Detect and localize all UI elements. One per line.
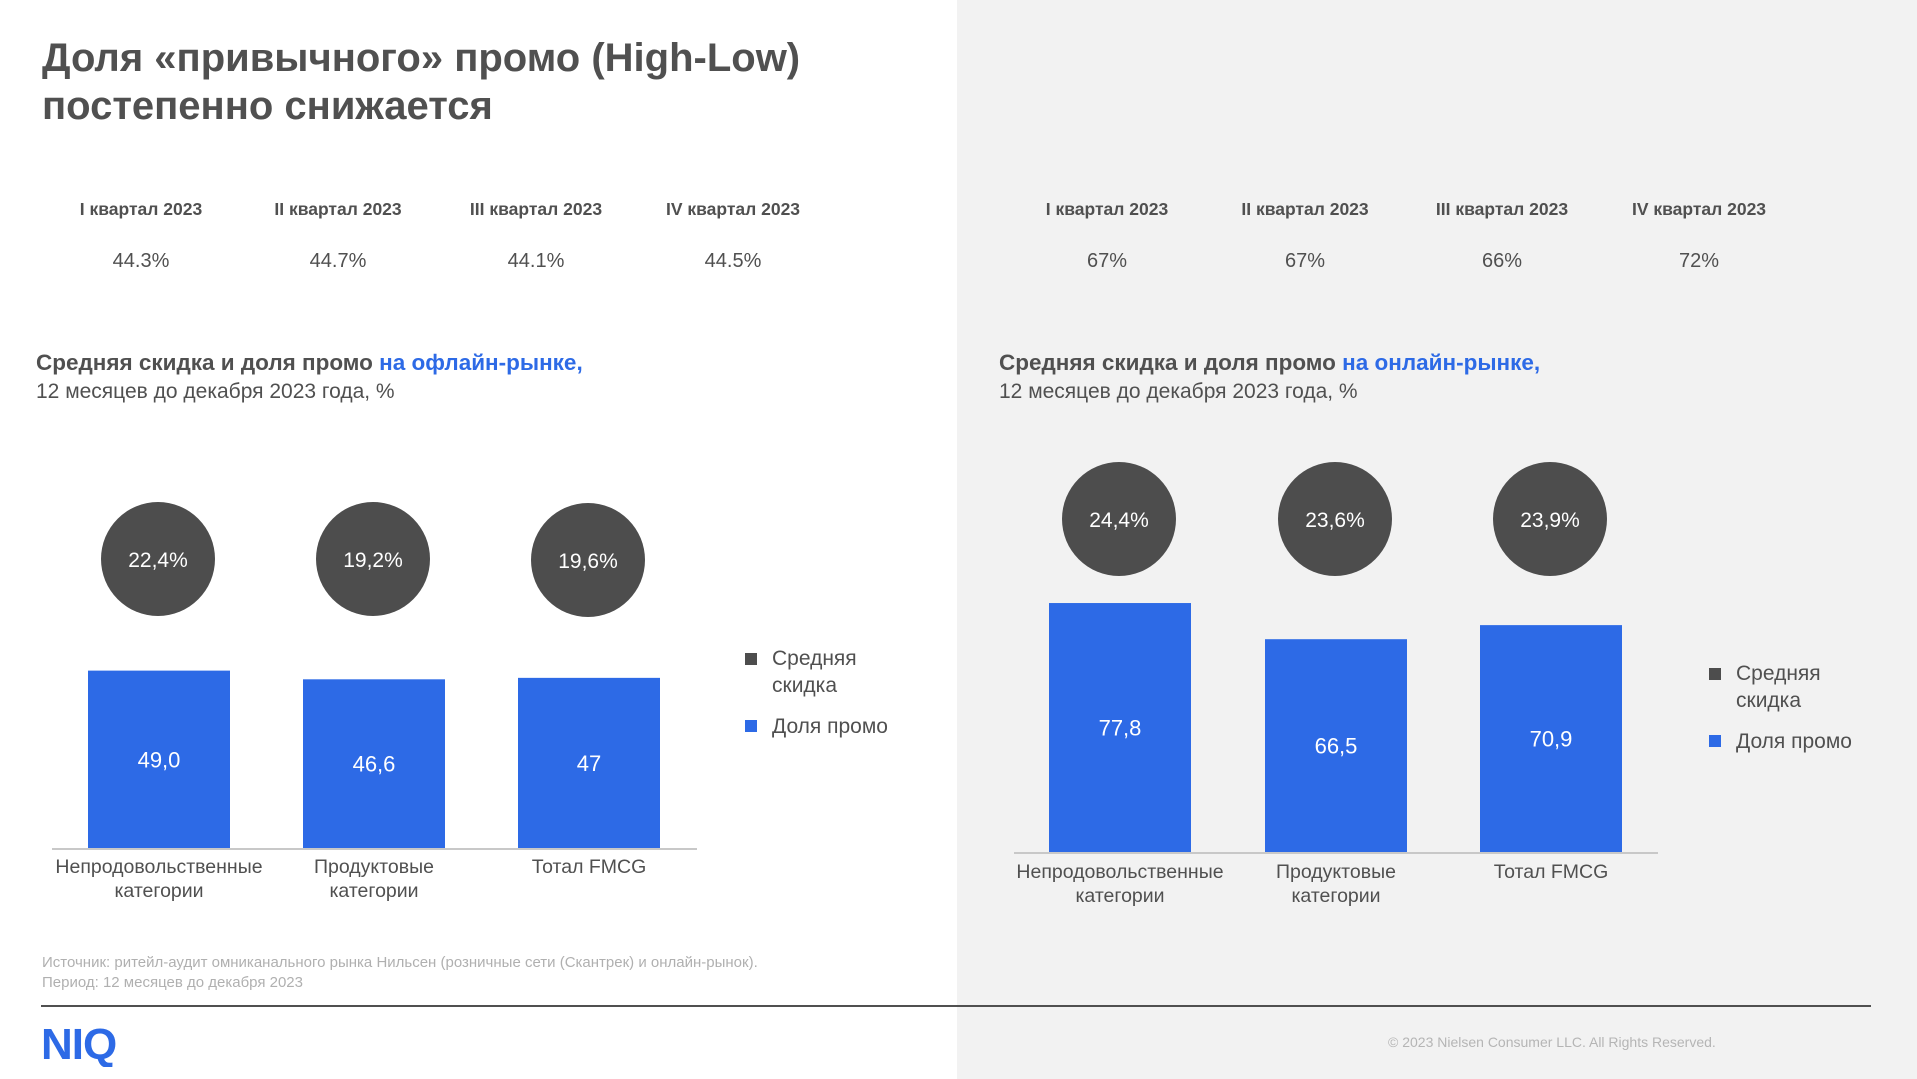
category-label: категории bbox=[114, 880, 203, 902]
bar-promo-share bbox=[303, 679, 445, 848]
quarter-label: I квартал 2023 bbox=[1045, 199, 1169, 219]
quarter-label: II квартал 2023 bbox=[1241, 199, 1369, 219]
category-label: Тотал FMCG bbox=[1494, 861, 1609, 883]
legend-label: Доля промо bbox=[772, 715, 888, 738]
category-label: Тотал FMCG bbox=[532, 856, 647, 878]
discount-value-label: 23,6% bbox=[1305, 509, 1365, 532]
logo-text: NIQ bbox=[41, 1021, 116, 1067]
bar-promo-share bbox=[88, 670, 230, 848]
legend-item-promo: Доля промо bbox=[1709, 728, 1879, 755]
heading-accent-text: на онлайн-рынке, bbox=[1342, 350, 1541, 375]
offline-section-heading: Средняя скидка и доля промо на офлайн-ры… bbox=[36, 348, 583, 406]
quarter-label: III квартал 2023 bbox=[469, 199, 603, 219]
heading-subtitle: 12 месяцев до декабря 2023 года, % bbox=[999, 380, 1358, 403]
discount-circle bbox=[1062, 462, 1176, 576]
bar-value-label: 49,0 bbox=[138, 747, 181, 772]
category-label: категории bbox=[1291, 885, 1380, 907]
discount-circle bbox=[1278, 462, 1392, 576]
bar-value-label: 46,6 bbox=[353, 752, 396, 777]
discount-circle bbox=[531, 503, 645, 617]
legend-swatch-dark bbox=[1709, 668, 1721, 680]
legend-swatch-dark bbox=[745, 653, 757, 665]
quarter-label: III квартал 2023 bbox=[1435, 199, 1569, 219]
legend-item-promo: Доля промо bbox=[745, 713, 915, 740]
legend-swatch-blue bbox=[745, 720, 757, 732]
heading-dark-text: Средняя скидка и доля промо bbox=[36, 350, 373, 375]
quarter-value: 67% bbox=[1284, 250, 1326, 272]
heading-dark-text: Средняя скидка и доля промо bbox=[999, 350, 1336, 375]
quarter-value: 66% bbox=[1481, 250, 1523, 272]
source-footnote: Источник: ритейл-аудит омниканального ры… bbox=[42, 953, 922, 993]
page-title: Доля «привычного» промо (High-Low) посте… bbox=[42, 36, 801, 128]
legend-label: Средняя скидка bbox=[1736, 662, 1821, 712]
quarter-value: 44.7% bbox=[309, 250, 367, 272]
bar-promo-share bbox=[1480, 625, 1622, 852]
bar-promo-share bbox=[518, 677, 660, 848]
bar-promo-share bbox=[1265, 639, 1407, 852]
category-label: категории bbox=[329, 880, 418, 902]
bar-value-label: 47 bbox=[577, 751, 601, 776]
discount-value-label: 23,9% bbox=[1520, 509, 1580, 532]
discount-circle bbox=[1493, 462, 1607, 576]
discount-value-label: 19,2% bbox=[343, 549, 403, 572]
discount-value-label: 24,4% bbox=[1089, 509, 1149, 532]
bar-value-label: 77,8 bbox=[1099, 716, 1142, 741]
bar-value-label: 70,9 bbox=[1530, 727, 1573, 752]
offline-legend: Средняя скидка Доля промо bbox=[745, 645, 915, 740]
quarter-value: 44.3% bbox=[112, 250, 170, 272]
quarter-value: 44.5% bbox=[704, 250, 762, 272]
discount-value-label: 19,6% bbox=[558, 550, 618, 573]
quarter-label: I квартал 2023 bbox=[79, 199, 203, 219]
copyright-notice: © 2023 Nielsen Consumer LLC. All Rights … bbox=[1388, 1034, 1716, 1050]
niq-logo: NIQ bbox=[41, 1021, 117, 1067]
bar-promo-share bbox=[1049, 603, 1191, 852]
legend-label: Доля промо bbox=[1736, 730, 1852, 753]
quarter-value: 44.1% bbox=[507, 250, 565, 272]
online-legend: Средняя скидка Доля промо bbox=[1709, 660, 1879, 755]
heading-accent-text: на офлайн-рынке, bbox=[379, 350, 583, 375]
quarter-label: IV квартал 2023 bbox=[665, 199, 801, 219]
online-section-heading: Средняя скидка и доля промо на онлайн-ры… bbox=[999, 348, 1540, 406]
discount-value-label: 22,4% bbox=[128, 549, 188, 572]
discount-circle bbox=[101, 502, 215, 616]
legend-label: Средняя скидка bbox=[772, 647, 857, 697]
quarter-value: 67% bbox=[1086, 250, 1128, 272]
discount-circle bbox=[316, 502, 430, 616]
legend-item-discount: Средняя скидка bbox=[745, 645, 915, 699]
category-label: Непродовольственные bbox=[1016, 861, 1223, 883]
bar-value-label: 66,5 bbox=[1315, 734, 1358, 759]
footnote-period: Период: 12 месяцев до декабря 2023 bbox=[42, 974, 303, 991]
category-label: Непродовольственные bbox=[55, 856, 262, 878]
quarter-label: IV квартал 2023 bbox=[1631, 199, 1767, 219]
category-label: категории bbox=[1075, 885, 1164, 907]
category-label: Продуктовые bbox=[1276, 861, 1396, 883]
quarter-label: II квартал 2023 bbox=[274, 199, 402, 219]
footer-divider bbox=[41, 1005, 1871, 1007]
legend-swatch-blue bbox=[1709, 735, 1721, 747]
footnote-source: Источник: ритейл-аудит омниканального ры… bbox=[42, 954, 758, 971]
quarter-value: 72% bbox=[1678, 250, 1720, 272]
heading-subtitle: 12 месяцев до декабря 2023 года, % bbox=[36, 380, 395, 403]
legend-item-discount: Средняя скидка bbox=[1709, 660, 1879, 714]
category-label: Продуктовые bbox=[314, 856, 434, 878]
